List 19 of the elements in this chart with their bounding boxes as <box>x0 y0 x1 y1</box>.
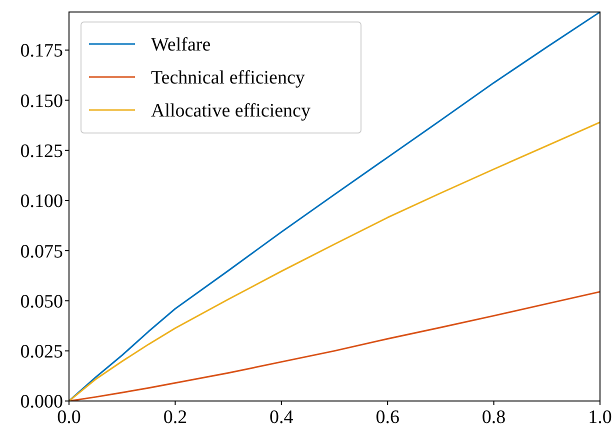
legend-label: Allocative efficiency <box>151 100 311 122</box>
x-tick-label: 0.8 <box>482 407 506 428</box>
x-tick-label: 0.6 <box>376 407 400 428</box>
line-series <box>69 290 601 401</box>
y-tick-label: 0.100 <box>20 191 63 212</box>
line-series <box>69 11 601 401</box>
y-tick-label: 0.125 <box>20 141 63 162</box>
legend-label: Technical efficiency <box>151 68 306 89</box>
y-tick-label: 0.075 <box>20 241 63 262</box>
x-tick-label: 0.2 <box>163 407 188 428</box>
y-tick-label: 0.025 <box>20 342 63 363</box>
y-tick-label: 0.150 <box>20 90 63 112</box>
y-tick-label: 0.050 <box>20 291 63 312</box>
legend-label: Welfare <box>151 34 211 56</box>
x-tick-label: 0.0 <box>57 407 81 428</box>
line-series <box>69 121 601 401</box>
x-tick-label: 1.0 <box>588 407 612 428</box>
y-tick-label: 0.175 <box>20 40 63 62</box>
x-tick-label: 0.4 <box>270 407 294 428</box>
